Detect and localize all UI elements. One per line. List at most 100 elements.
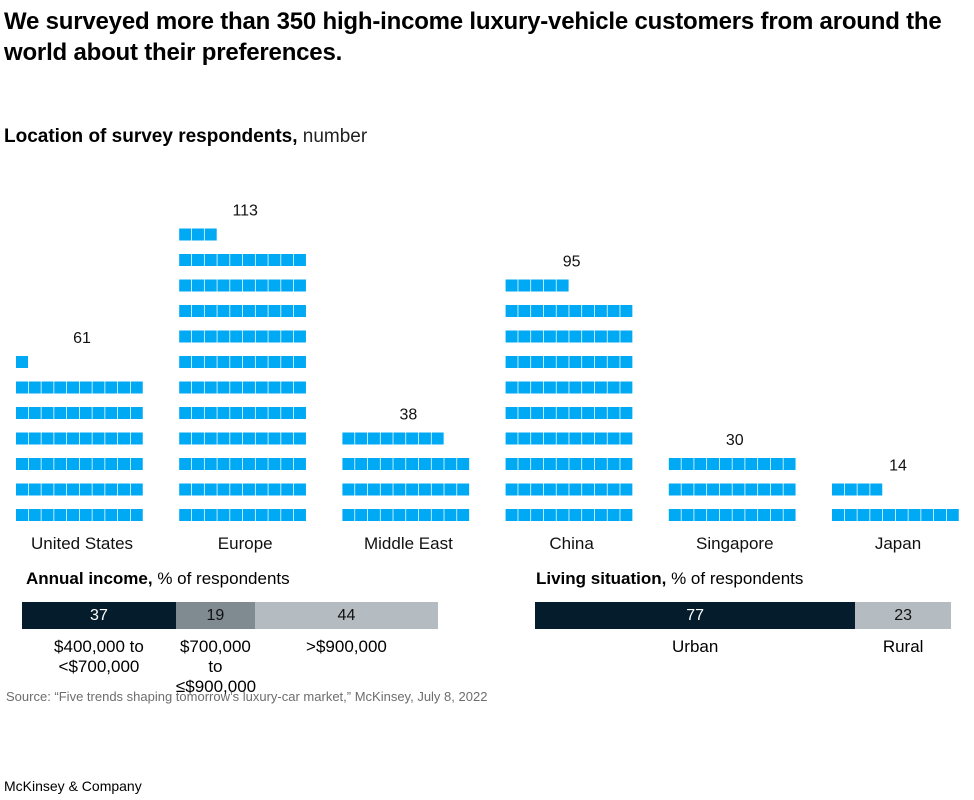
waffle-cell — [719, 483, 732, 496]
waffle-cell — [770, 458, 783, 470]
waffle-cell — [204, 228, 217, 241]
waffle-cell — [857, 509, 870, 521]
waffle-cell — [681, 458, 694, 470]
category-label: >$900,000 — [306, 637, 387, 656]
footer-brand: McKinsey & Company — [4, 778, 142, 794]
waffle-cell — [844, 509, 857, 521]
waffle-cell — [556, 458, 569, 470]
waffle-cell — [620, 381, 633, 394]
waffle-cell — [543, 432, 556, 445]
waffle-cell — [418, 509, 431, 521]
waffle-cell — [92, 458, 105, 470]
waffle-cell — [732, 458, 745, 470]
category-label: Japan — [875, 534, 921, 553]
waffle-cell — [569, 305, 582, 317]
waffle-cell — [293, 483, 306, 496]
waffle-cell — [543, 330, 556, 343]
waffle-cell — [556, 407, 569, 419]
waffle-cell — [783, 509, 796, 521]
waffle-cell — [281, 279, 294, 292]
waffle-cell — [582, 509, 595, 521]
waffle-cell — [531, 381, 544, 394]
waffle-cell — [118, 407, 130, 419]
waffle-cell — [594, 458, 607, 470]
waffle-cell — [204, 356, 217, 368]
waffle-cell — [191, 432, 204, 445]
waffle-cell — [569, 381, 582, 394]
data-label: 38 — [400, 407, 418, 424]
waffle-cell — [783, 458, 796, 470]
waffle-cell — [67, 432, 79, 445]
waffle-cell — [191, 458, 204, 470]
waffle-cell — [707, 483, 720, 496]
waffle-cell — [105, 407, 118, 419]
waffle-cell — [457, 458, 470, 470]
waffle-cell — [707, 509, 720, 521]
waffle-cell — [870, 509, 883, 521]
waffle-cell — [230, 407, 243, 419]
waffle-cell — [242, 509, 255, 521]
source-note: Source: “Five trends shaping tomorrow’s … — [6, 689, 488, 704]
waffle-cell — [204, 279, 217, 292]
waffle-cell — [832, 509, 844, 521]
category-label: Rural — [882, 637, 924, 656]
waffle-cell — [204, 381, 217, 394]
waffle-cell — [230, 254, 243, 266]
waffle-cell — [406, 458, 419, 470]
waffle-cell — [556, 330, 569, 343]
waffle-cell — [758, 483, 771, 496]
waffle-cell — [556, 509, 569, 521]
waffle-cell — [67, 458, 79, 470]
waffle-cell — [242, 254, 255, 266]
waffle-cell — [230, 305, 243, 317]
waffle-cell — [281, 330, 294, 343]
waffle-cell — [505, 305, 518, 317]
waffle-cell — [130, 458, 143, 470]
waffle-cell — [179, 228, 192, 241]
waffle-cell — [418, 432, 431, 445]
waffle-cell — [531, 305, 544, 317]
waffle-cell — [543, 381, 556, 394]
waffle-cell — [594, 509, 607, 521]
waffle-chart-unit: number — [302, 126, 368, 147]
living-chart-label: Living situation, % of respondents — [536, 569, 803, 589]
waffle-cell — [92, 483, 105, 496]
waffle-cell — [531, 509, 544, 521]
waffle-cell — [505, 432, 518, 445]
waffle-cell — [293, 381, 306, 394]
waffle-cell — [582, 305, 595, 317]
waffle-cell — [694, 483, 707, 496]
category-label: Middle East — [364, 534, 453, 553]
waffle-cell — [204, 432, 217, 445]
waffle-cell — [505, 483, 518, 496]
data-label: 61 — [73, 330, 91, 347]
waffle-cell — [518, 483, 531, 496]
waffle-cell — [431, 432, 444, 445]
waffle-cell — [556, 356, 569, 368]
waffle-cell — [242, 330, 255, 343]
waffle-cell — [54, 381, 67, 394]
waffle-cell — [41, 381, 54, 394]
waffle-cell — [870, 483, 883, 496]
waffle-cell — [191, 254, 204, 266]
waffle-cell — [255, 356, 268, 368]
waffle-cell — [569, 458, 582, 470]
waffle-cell — [54, 483, 67, 496]
waffle-cell — [242, 305, 255, 317]
waffle-cell — [620, 432, 633, 445]
waffle-cell — [79, 407, 92, 419]
waffle-cell — [355, 483, 368, 496]
waffle-cell — [230, 432, 243, 445]
waffle-cell — [230, 381, 243, 394]
waffle-cell — [543, 458, 556, 470]
waffle-cell — [505, 381, 518, 394]
waffle-cell — [242, 381, 255, 394]
waffle-cell — [505, 407, 518, 419]
waffle-cell — [217, 330, 230, 343]
waffle-cell — [191, 381, 204, 394]
waffle-cell — [620, 458, 633, 470]
waffle-cell — [393, 509, 406, 521]
waffle-cell — [681, 509, 694, 521]
waffle-cell — [191, 483, 204, 496]
waffle-cell — [607, 432, 620, 445]
